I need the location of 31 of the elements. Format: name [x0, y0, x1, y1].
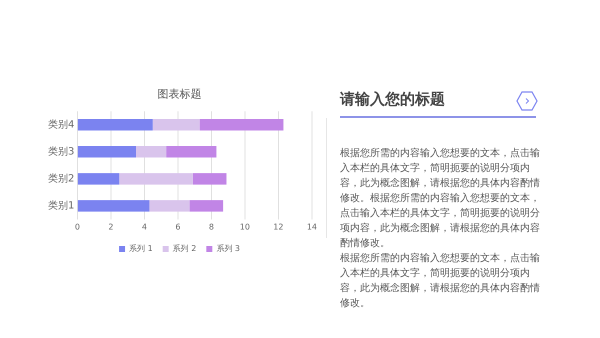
x-tick-label: 0 [74, 222, 80, 232]
legend-label: 系列 3 [216, 244, 240, 254]
bar [192, 173, 226, 185]
bar [149, 200, 190, 212]
x-tick-label: 10 [240, 222, 250, 232]
x-tick-label: 8 [208, 222, 214, 232]
bar [78, 173, 120, 185]
x-tick-label: 2 [108, 222, 114, 232]
x-tick-label: 6 [175, 222, 180, 232]
x-tick-label: 12 [273, 222, 284, 232]
y-tick-label: 类别2 [48, 172, 74, 184]
y-tick-label: 类别3 [48, 145, 74, 158]
bar [78, 200, 150, 212]
bar [78, 146, 136, 158]
x-tick-label: 4 [142, 222, 147, 232]
y-tick-label: 类别4 [48, 118, 74, 130]
text: 根据您所需的内容输入您想要的文本，点击输入本栏的具体文字，简明扼要的说明分项内容，此为概念图解，请根据您的具体内容酌情修改。 [340, 252, 540, 311]
bar [200, 118, 284, 130]
y-tick-label: 类别1 [48, 199, 74, 212]
text: 根据您所需的内容输入您想要的文本，点击输入本栏的具体文字，简明扼要的说明分项内容，此为概念图解，请根据您的具体内容酌情修改。根据您所需的内容输入您想要的文本，点击输入本栏的具体文字，简明扼要的说明分项内容，此为概念图解，请根据您的具体内容酌情修改。 [340, 146, 540, 251]
chart-title: 图表标题 [158, 87, 202, 100]
bar [136, 146, 166, 158]
legend-label: 系列 2 [172, 244, 196, 254]
text: 请输入您的标题 [340, 90, 445, 109]
legend-label: 系列 1 [129, 244, 153, 254]
bar [166, 146, 216, 158]
bar [119, 173, 193, 185]
bar [190, 200, 224, 212]
x-tick-label: 14 [306, 222, 318, 232]
bar [152, 118, 200, 130]
bar [78, 118, 153, 130]
